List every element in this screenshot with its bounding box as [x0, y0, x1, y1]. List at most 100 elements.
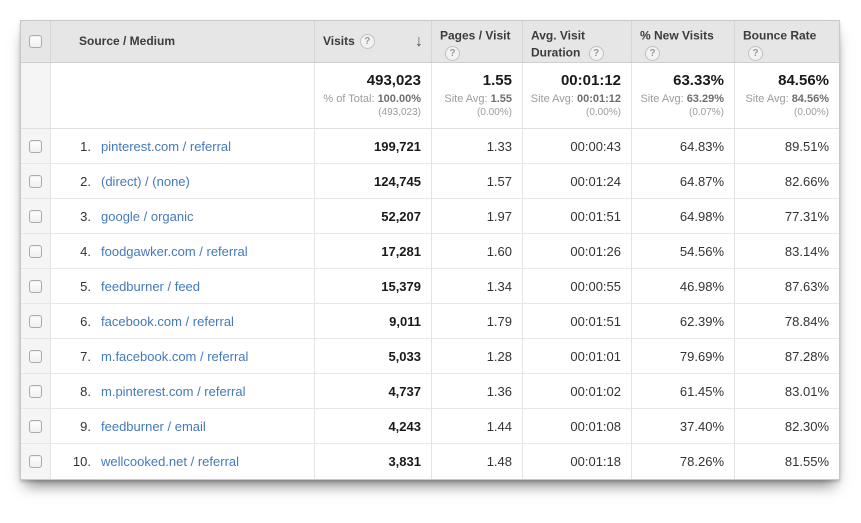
- source-link[interactable]: m.facebook.com / referral: [101, 348, 249, 364]
- column-header-avg-visit-duration[interactable]: Avg. Visit Duration ?: [523, 21, 632, 62]
- summary-new-visits-label: Site Avg:: [640, 93, 684, 105]
- summary-visits: 493,023 % of Total: 100.00% (493,023): [315, 63, 432, 128]
- new-visits-value: 61.45%: [632, 374, 735, 408]
- row-select-cell: [21, 199, 51, 233]
- source-link[interactable]: google / organic: [101, 208, 194, 224]
- row-checkbox[interactable]: [29, 209, 42, 223]
- bounce-rate-value: 87.28%: [784, 348, 829, 364]
- summary-new-visits-avg: 63.29%: [686, 93, 724, 105]
- row-rank: 7.: [80, 348, 91, 364]
- row-checkbox[interactable]: [29, 455, 42, 468]
- row-checkbox[interactable]: [29, 349, 42, 363]
- summary-duration-paren: (0.00%): [585, 107, 621, 118]
- table-row: 7. m.facebook.com / referral 5,033 1.28 …: [21, 339, 839, 374]
- visits-value: 9,011: [315, 304, 432, 338]
- avg-visit-duration-value: 00:01:51: [523, 304, 632, 338]
- avg-visit-duration-value: 00:00:55: [523, 269, 632, 303]
- row-checkbox[interactable]: [29, 244, 42, 258]
- source-link[interactable]: facebook.com / referral: [101, 313, 234, 329]
- summary-pages-label: Site Avg:: [444, 93, 488, 105]
- help-icon[interactable]: ?: [359, 34, 375, 49]
- source-link[interactable]: feedburner / feed: [101, 278, 201, 294]
- summary-avg-visit-duration: 00:01:12 Site Avg: 00:01:12 (0.00%): [523, 63, 632, 128]
- new-visits-value: 64.87%: [632, 164, 735, 198]
- source-cell: 9. feedburner / email: [51, 409, 315, 443]
- column-label: Bounce Rate: [743, 28, 817, 43]
- column-label: Avg. Visit Duration: [531, 28, 586, 60]
- visits-value: 4,737: [315, 374, 432, 408]
- column-header-visits[interactable]: Visits ? ↓: [315, 21, 432, 62]
- new-visits-value: 78.26%: [632, 444, 735, 479]
- row-select-cell: [21, 129, 51, 163]
- source-link[interactable]: foodgawker.com / referral: [101, 243, 248, 259]
- visits-value: 4,243: [315, 409, 432, 443]
- help-icon[interactable]: ?: [645, 45, 660, 61]
- source-cell: 4. foodgawker.com / referral: [51, 234, 315, 268]
- summary-check-spacer: [21, 63, 51, 128]
- row-select-cell: [21, 444, 51, 479]
- column-label: Source / Medium: [79, 34, 176, 48]
- source-cell: 7. m.facebook.com / referral: [51, 339, 315, 373]
- row-select-cell: [21, 409, 51, 443]
- help-icon[interactable]: ?: [748, 45, 763, 61]
- row-checkbox[interactable]: [29, 314, 42, 328]
- row-rank: 10.: [72, 454, 91, 469]
- column-label: % New Visits: [640, 28, 714, 43]
- new-visits-value: 79.69%: [632, 339, 735, 373]
- pages-per-visit-value: 1.33: [432, 129, 523, 163]
- summary-visits-total: 493,023: [366, 72, 421, 89]
- select-all-checkbox[interactable]: [29, 35, 42, 48]
- row-select-cell: [21, 304, 51, 338]
- summary-duration-label: Site Avg:: [530, 93, 574, 105]
- row-checkbox[interactable]: [29, 139, 42, 153]
- summary-row: 493,023 % of Total: 100.00% (493,023) 1.5…: [21, 63, 839, 129]
- select-all-cell: [21, 21, 51, 62]
- avg-visit-duration-value: 00:01:08: [523, 409, 632, 443]
- source-cell: 5. feedburner / feed: [51, 269, 315, 303]
- help-icon[interactable]: ?: [445, 45, 460, 61]
- table-row: 2. (direct) / (none) 124,745 1.57 00:01:…: [21, 164, 839, 199]
- column-label: Visits: [323, 34, 355, 48]
- source-cell: 10. wellcooked.net / referral: [51, 444, 315, 479]
- summary-bounce-avg: 84.56%: [791, 93, 829, 105]
- sort-descending-icon[interactable]: ↓: [415, 32, 423, 50]
- new-visits-value: 46.98%: [632, 269, 735, 303]
- column-header-bounce-rate[interactable]: Bounce Rate ?: [735, 21, 839, 62]
- table-row: 4. foodgawker.com / referral 17,281 1.60…: [21, 234, 839, 269]
- avg-visit-duration-value: 00:01:02: [523, 374, 632, 408]
- table-row: 6. facebook.com / referral 9,011 1.79 00…: [21, 304, 839, 339]
- bounce-rate-value: 82.30%: [784, 418, 829, 434]
- source-link[interactable]: pinterest.com / referral: [101, 138, 232, 154]
- help-icon[interactable]: ?: [588, 45, 604, 61]
- summary-percent-new-visits: 63.33% Site Avg: 63.29% (0.07%): [632, 63, 735, 128]
- row-select-cell: [21, 234, 51, 268]
- bounce-rate-value: 82.66%: [784, 173, 829, 189]
- column-header-pages-per-visit[interactable]: Pages / Visit ?: [432, 21, 523, 62]
- source-link[interactable]: feedburner / email: [101, 418, 206, 434]
- visits-value: 199,721: [315, 129, 432, 163]
- bounce-rate-value: 78.84%: [784, 313, 829, 329]
- table-row: 8. m.pinterest.com / referral 4,737 1.36…: [21, 374, 839, 409]
- summary-pages-paren: (0.00%): [476, 107, 512, 118]
- visits-value: 5,033: [315, 339, 432, 373]
- bounce-rate-value: 77.31%: [784, 208, 829, 224]
- table-header: Source / Medium Visits ? ↓ Pages / Visit…: [21, 21, 839, 63]
- summary-source-spacer: [51, 63, 315, 128]
- source-link[interactable]: wellcooked.net / referral: [101, 454, 240, 469]
- avg-visit-duration-value: 00:01:01: [523, 339, 632, 373]
- row-checkbox[interactable]: [29, 419, 42, 433]
- source-link[interactable]: m.pinterest.com / referral: [101, 383, 246, 399]
- column-header-source-medium[interactable]: Source / Medium: [51, 21, 315, 62]
- source-link[interactable]: (direct) / (none): [101, 173, 190, 189]
- column-header-percent-new-visits[interactable]: % New Visits ?: [632, 21, 735, 62]
- row-checkbox[interactable]: [29, 279, 42, 293]
- row-select-cell: [21, 374, 51, 408]
- new-visits-value: 37.40%: [632, 409, 735, 443]
- row-rank: 5.: [80, 278, 91, 294]
- bounce-rate-value: 81.55%: [784, 454, 829, 469]
- pages-per-visit-value: 1.97: [432, 199, 523, 233]
- row-checkbox[interactable]: [29, 174, 42, 188]
- row-checkbox[interactable]: [29, 384, 42, 398]
- summary-visits-label: % of Total:: [323, 93, 375, 105]
- summary-new-visits-total: 63.33%: [673, 72, 724, 89]
